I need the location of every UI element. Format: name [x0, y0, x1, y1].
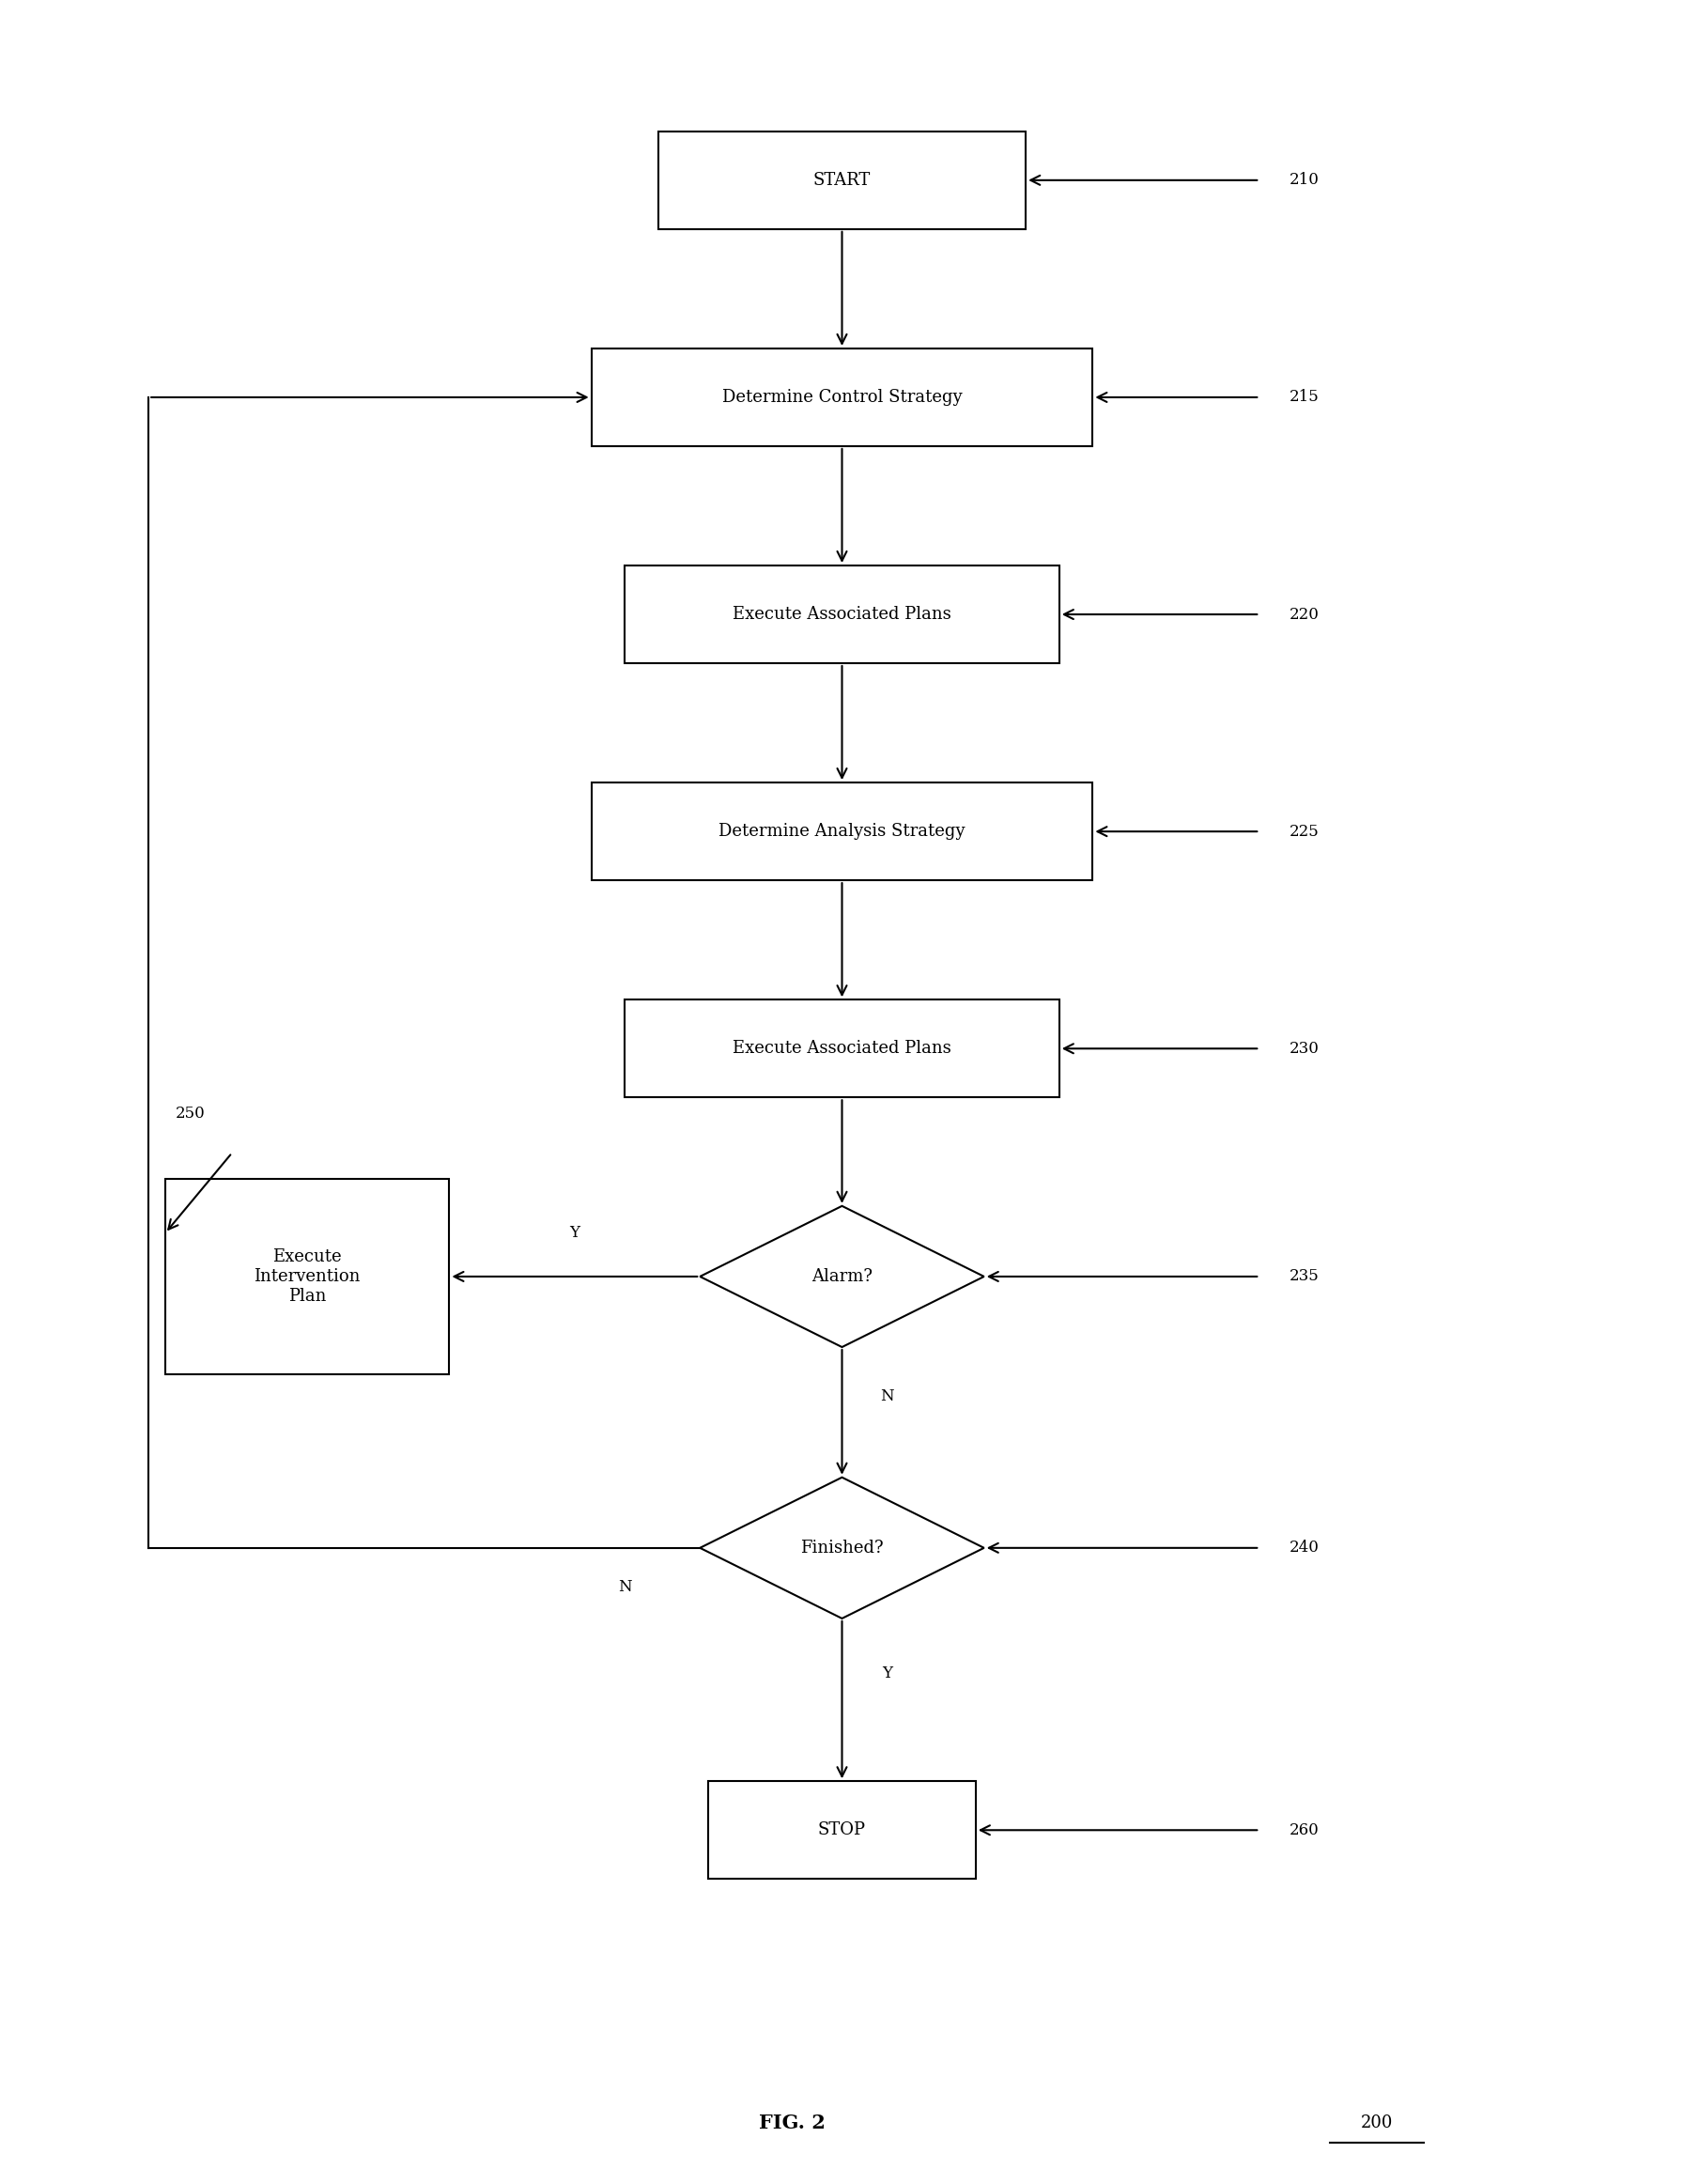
Text: 220: 220	[1290, 607, 1320, 622]
Text: 240: 240	[1290, 1540, 1320, 1555]
Text: 250: 250	[175, 1105, 205, 1123]
Text: START: START	[813, 173, 871, 188]
FancyBboxPatch shape	[709, 1782, 975, 1878]
Text: Determine Analysis Strategy: Determine Analysis Strategy	[719, 823, 965, 841]
Text: STOP: STOP	[818, 1821, 866, 1839]
Text: 235: 235	[1290, 1269, 1320, 1284]
Text: Finished?: Finished?	[800, 1540, 884, 1557]
Text: 215: 215	[1290, 389, 1320, 406]
FancyBboxPatch shape	[591, 782, 1093, 880]
Text: 260: 260	[1290, 1821, 1320, 1839]
FancyBboxPatch shape	[625, 1000, 1059, 1096]
Text: Execute Associated Plans: Execute Associated Plans	[733, 1040, 951, 1057]
Text: Y: Y	[882, 1666, 893, 1682]
Text: 230: 230	[1290, 1040, 1320, 1057]
Text: N: N	[881, 1389, 894, 1404]
Text: Y: Y	[569, 1225, 579, 1241]
Text: N: N	[618, 1579, 632, 1594]
Text: 225: 225	[1290, 823, 1320, 839]
Text: Alarm?: Alarm?	[812, 1269, 872, 1284]
Polygon shape	[701, 1476, 983, 1618]
Text: Execute Associated Plans: Execute Associated Plans	[733, 605, 951, 622]
Text: 210: 210	[1290, 173, 1320, 188]
FancyBboxPatch shape	[165, 1179, 450, 1374]
Text: Determine Control Strategy: Determine Control Strategy	[722, 389, 962, 406]
Text: FIG. 2: FIG. 2	[758, 2114, 825, 2132]
FancyBboxPatch shape	[625, 566, 1059, 664]
FancyBboxPatch shape	[658, 131, 1026, 229]
FancyBboxPatch shape	[591, 349, 1093, 446]
Text: 200: 200	[1361, 2114, 1393, 2132]
Polygon shape	[701, 1206, 983, 1348]
Text: Execute
Intervention
Plan: Execute Intervention Plan	[254, 1249, 360, 1304]
